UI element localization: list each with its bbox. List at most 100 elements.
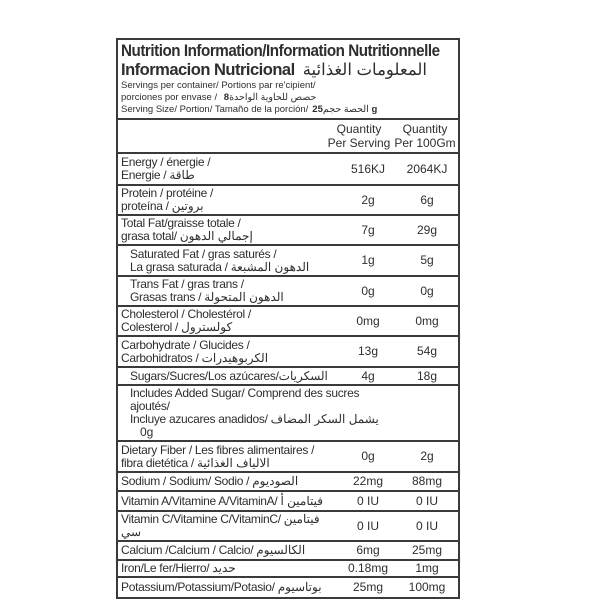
per-serving-value: 516KJ: [350, 161, 386, 176]
per-100g-value: 2g: [420, 449, 434, 463]
nutrient-name-line-2-text: Energie / طاقة: [121, 168, 195, 182]
nutrient-name-line-1: Vitamin C/Vitamine C/VitaminC/ فيتامين س…: [121, 512, 320, 539]
nutrient-name-line-2: grasa total/ إجمالي الدهون: [121, 230, 337, 243]
title-spanish: Informacion Nutricional: [121, 61, 295, 79]
per-serving-value: 25mg: [352, 580, 384, 594]
nutrient-name-line-2-text: grasa total/ إجمالي الدهون: [121, 229, 253, 243]
nutrient-name-line-2-text: Incluye azucares anadidos/ يشمل السكر ال…: [130, 412, 379, 426]
nutrient-row: Includes Added Sugar/ Comprend des sucre…: [118, 386, 458, 442]
per-serving-value: 0 IU: [356, 518, 379, 533]
nutrient-row: Iron/Le fer/Hierro/ حديد 0.18mg 1mg: [118, 561, 458, 578]
nutrient-name-line-2-text: La grasa saturada / الدهون المشبعة: [130, 259, 310, 274]
nutrient-name: Trans Fat / gras trans / Grasas trans / ا…: [118, 277, 340, 305]
nutrient-name: Sugars/Sucres/Los azúcares/السكريات: [118, 369, 340, 384]
nutrient-row: Sodium / Sodium/ Sodio / الصوديوم 22mg 88m…: [118, 473, 458, 492]
label-header: Nutrition Information/Information Nutrit…: [118, 40, 458, 120]
title-line-1: Nutrition Information/Information Nutrit…: [121, 42, 440, 60]
nutrient-row: Dietary Fiber / Les fibres alimentaires …: [118, 442, 458, 473]
per-100g-value: 18g: [416, 368, 438, 383]
per-100g-value: 2064KJ: [406, 161, 448, 176]
nutrient-name: Vitamin C/Vitamine C/VitaminC/ فيتامين س…: [118, 512, 340, 540]
nutrient-name-line-2-text: Carbohidratos / الكربوهيدرات: [121, 350, 269, 365]
per-serving-value: 1g: [361, 253, 375, 267]
serving-size-line: Serving Size/ Portion/ Tamaño de la porc…: [121, 104, 454, 116]
nutrient-name: Energy / énergie / Energie / طاقة: [118, 155, 340, 183]
nutrient-name-line-1: Energy / énergie /: [121, 155, 211, 169]
nutrient-name-line-2: Grasas trans / الدهون المتحولة: [130, 291, 337, 304]
per-serving-value: 0mg: [356, 313, 380, 328]
nutrient-name: Vitamin A/Vitamine A/VitaminA/ فيتامين أ: [118, 494, 340, 509]
per-serving-value: 0g: [361, 449, 375, 463]
nutrient-name: Potassium/Potassium/Potasio/ بوتاسيوم: [118, 580, 340, 595]
serving-size-label: Serving Size/ Portion/ Tamaño de la porc…: [121, 104, 369, 115]
per-100g-header: Quantity Per 100Gm: [394, 122, 456, 150]
nutrient-name: Iron/Le fer/Hierro/ حديد: [118, 561, 340, 576]
per-100g-value: 0 IU: [415, 518, 438, 533]
nutrient-name-line-1: Dietary Fiber / Les fibres alimentaires …: [121, 442, 315, 457]
column-headers: Quantity Per Serving Quantity Per 100Gm: [118, 120, 458, 154]
nutrient-name-line-1: Iron/Le fer/Hierro/ حديد: [121, 561, 236, 575]
nutrient-name: Dietary Fiber / Les fibres alimentaires …: [118, 443, 340, 471]
per-100g-value: 5g: [420, 253, 434, 267]
per-serving-value: 13g: [357, 344, 379, 358]
nutrient-name-line-2-text: fibra dietética / الالياف الغذائية: [121, 455, 270, 470]
nutrient-row: Potassium/Potassium/Potasio/ بوتاسيوم 25m…: [118, 578, 458, 597]
per-serving-value: 4g: [361, 368, 375, 383]
nutrient-row: Vitamin A/Vitamine A/VitaminA/ فيتامين أ…: [118, 492, 458, 512]
nutrient-row: Carbohydrate / Glucides / Carbohidratos /…: [118, 337, 458, 368]
per-100g-value: 0mg: [415, 313, 439, 328]
per-100g-value: 29g: [416, 222, 438, 237]
nutrient-row: Calcium /Calcium / Calcio/ الكالسيوم 6mg 2…: [118, 542, 458, 561]
nutrient-name-line-1: Potassium/Potassium/Potasio/ بوتاسيوم: [121, 580, 322, 594]
nutrient-name-line-1: Trans Fat / gras trans /: [130, 277, 244, 291]
nutrient-name-line-1: Sugars/Sucres/Los azúcares/السكريات: [130, 368, 328, 383]
nutrient-name-line-2: Colesterol / كولسترول: [121, 321, 337, 334]
nutrient-row: Protein / protéine / proteína / بروتين 2g 6…: [118, 186, 458, 216]
per-serving-value: 22mg: [352, 474, 384, 488]
servings-value: 8: [223, 92, 230, 103]
nutrient-name: Carbohydrate / Glucides / Carbohidratos /…: [118, 338, 340, 366]
nutrient-name: Calcium /Calcium / Calcio/ الكالسيوم: [118, 543, 340, 558]
per-100g-value: 54g: [416, 344, 438, 358]
servings-label-1: Servings per container/ Portions par re'…: [121, 80, 316, 91]
nutrient-name: Protein / protéine / proteína / بروتين: [118, 186, 340, 214]
per-serving-value: 2g: [361, 192, 375, 207]
nutrient-name-line-2: Incluye azucares anadidos/ يشمل السكر ال…: [130, 413, 393, 439]
nutrient-name: Cholesterol / Cholestérol / Colesterol / …: [118, 307, 340, 335]
title-line-2: Informacion Nutricional المعلومات الغذائي…: [121, 61, 454, 80]
nutrient-name-line-1: Sodium / Sodium/ Sodio / الصوديوم: [121, 474, 299, 488]
per-100g-value: 25mg: [411, 543, 443, 557]
nutrient-row: Saturated Fat / gras saturés / La grasa s…: [118, 246, 458, 277]
nutrient-name-line-2-text: Grasas trans / الدهون المتحولة: [130, 290, 284, 304]
nutrient-name-line-2: La grasa saturada / الدهون المشبعة: [130, 259, 337, 274]
per-100g-value: 6g: [420, 192, 434, 207]
nutrient-name-line-1: Protein / protéine /: [121, 186, 214, 200]
servings-line-2: porciones por envase / حصص للحاوية الواح…: [121, 92, 454, 104]
nutrient-row: Trans Fat / gras trans / Grasas trans / ا…: [118, 277, 458, 307]
nutrient-rows: Energy / énergie / Energie / طاقة 516KJ 206…: [118, 154, 458, 597]
nutrient-name-line-2: fibra dietética / الالياف الغذائية: [121, 455, 337, 470]
nutrient-row: Total Fat/graisse totale / grasa total/ إ…: [118, 216, 458, 246]
nutrient-name-line-1: Calcium /Calcium / Calcio/ الكالسيوم: [121, 543, 306, 557]
per-serving-value: 0.18mg: [347, 561, 389, 575]
nutrient-name-line-2-text: Colesterol / كولسترول: [121, 320, 233, 334]
per-100g-value: 1mg: [415, 561, 439, 575]
per-100g-value: 100mg: [408, 580, 446, 594]
nutrient-row: Energy / énergie / Energie / طاقة 516KJ 206…: [118, 154, 458, 186]
serving-size-value: 25 g: [312, 104, 378, 115]
servings-label-2: porciones por envase / حصص للحاوية الواح…: [121, 92, 317, 103]
nutrient-name-line-2: Energie / طاقة: [121, 169, 337, 182]
nutrient-name-line-1: Total Fat/graisse totale /: [121, 216, 241, 230]
nutrient-name: Total Fat/graisse totale / grasa total/ إ…: [118, 216, 340, 244]
per-serving-value: 0g: [140, 425, 154, 439]
per-serving-value: 0 IU: [356, 493, 379, 508]
nutrient-name: Saturated Fat / gras saturés / La grasa s…: [118, 247, 340, 275]
nutrient-name-line-2: Carbohidratos / الكربوهيدرات: [121, 350, 337, 365]
per-serving-header: Quantity Per Serving: [327, 122, 391, 150]
per-serving-value: 6mg: [356, 543, 380, 557]
nutrient-name: Includes Added Sugar/ Comprend des sucre…: [118, 386, 396, 440]
nutrient-name-line-1: Saturated Fat / gras saturés /: [130, 246, 277, 261]
per-serving-value: 7g: [361, 222, 375, 237]
per-100g-value: 88mg: [411, 474, 443, 488]
nutrient-row: Vitamin C/Vitamine C/VitaminC/ فيتامين س…: [118, 512, 458, 542]
